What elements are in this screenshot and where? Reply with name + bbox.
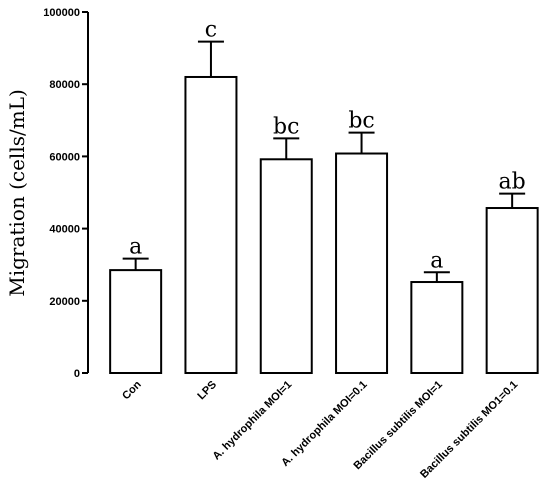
bar <box>184 75 238 374</box>
significance-label: c <box>205 18 217 43</box>
bars: a c bc bc a ab <box>109 18 539 375</box>
bar <box>335 152 389 374</box>
bar <box>259 158 313 374</box>
y-axis-title: Migration (cells/mL) <box>5 89 29 297</box>
x-category-label: A. hydrophila MOI=0.1 <box>279 379 369 469</box>
y-tick-label: 40000 <box>49 224 80 236</box>
significance-label: bc <box>273 114 299 139</box>
x-category-label: Bacillus subtilis MOI=1 <box>352 379 445 472</box>
significance-label: a <box>430 248 443 273</box>
bar <box>109 269 163 374</box>
significance-label: a <box>129 235 142 260</box>
y-tick-label: 100000 <box>43 7 80 19</box>
y-axis: 0 20000 40000 60000 80000 100000 <box>43 7 89 380</box>
significance-label: bc <box>348 109 374 134</box>
x-category-label: A. hydrophila MOI=1 <box>210 379 294 463</box>
bar <box>485 207 539 374</box>
y-tick-label: 0 <box>74 368 80 380</box>
bar <box>410 281 464 375</box>
y-tick-label: 20000 <box>49 296 80 308</box>
x-category-label: Con <box>120 378 144 402</box>
significance-label: ab <box>499 170 526 195</box>
y-tick-label: 80000 <box>49 79 80 91</box>
y-tick-label: 60000 <box>49 151 80 163</box>
x-category-label: LPS <box>195 379 219 403</box>
